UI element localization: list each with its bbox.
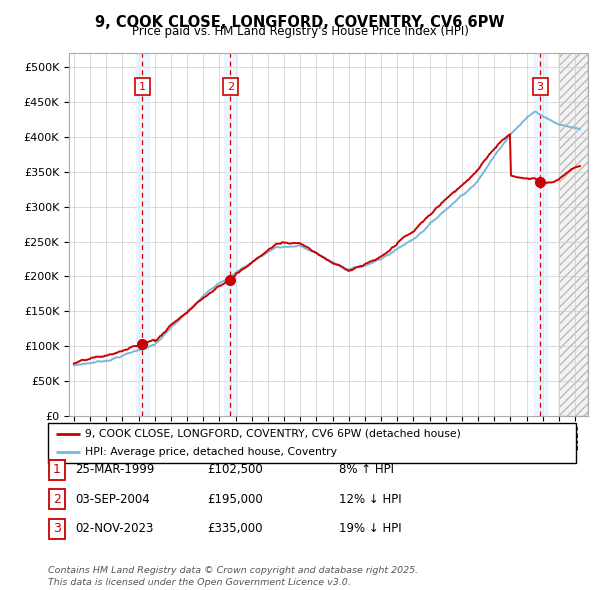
Text: 12% ↓ HPI: 12% ↓ HPI: [339, 493, 401, 506]
Text: 2: 2: [53, 493, 61, 506]
Bar: [136, 53, 149, 416]
Text: 8% ↑ HPI: 8% ↑ HPI: [339, 463, 394, 476]
Text: HPI: Average price, detached house, Coventry: HPI: Average price, detached house, Cove…: [85, 447, 337, 457]
Text: 02-NOV-2023: 02-NOV-2023: [75, 522, 154, 535]
Text: Contains HM Land Registry data © Crown copyright and database right 2025.
This d: Contains HM Land Registry data © Crown c…: [48, 566, 418, 587]
Bar: [559, 53, 588, 416]
Text: £102,500: £102,500: [207, 463, 263, 476]
Bar: [533, 53, 547, 416]
Text: 1: 1: [53, 463, 61, 476]
Text: 1: 1: [139, 81, 146, 91]
Text: Price paid vs. HM Land Registry's House Price Index (HPI): Price paid vs. HM Land Registry's House …: [131, 25, 469, 38]
Text: 25-MAR-1999: 25-MAR-1999: [75, 463, 154, 476]
Text: 9, COOK CLOSE, LONGFORD, COVENTRY, CV6 6PW: 9, COOK CLOSE, LONGFORD, COVENTRY, CV6 6…: [95, 15, 505, 30]
Bar: [224, 53, 236, 416]
Bar: [559, 53, 588, 416]
Text: 19% ↓ HPI: 19% ↓ HPI: [339, 522, 401, 535]
Text: 03-SEP-2004: 03-SEP-2004: [75, 493, 150, 506]
Text: 3: 3: [53, 522, 61, 535]
Text: £195,000: £195,000: [207, 493, 263, 506]
Text: £335,000: £335,000: [207, 522, 263, 535]
Text: 2: 2: [227, 81, 234, 91]
Text: 9, COOK CLOSE, LONGFORD, COVENTRY, CV6 6PW (detached house): 9, COOK CLOSE, LONGFORD, COVENTRY, CV6 6…: [85, 429, 461, 439]
Text: 3: 3: [536, 81, 544, 91]
